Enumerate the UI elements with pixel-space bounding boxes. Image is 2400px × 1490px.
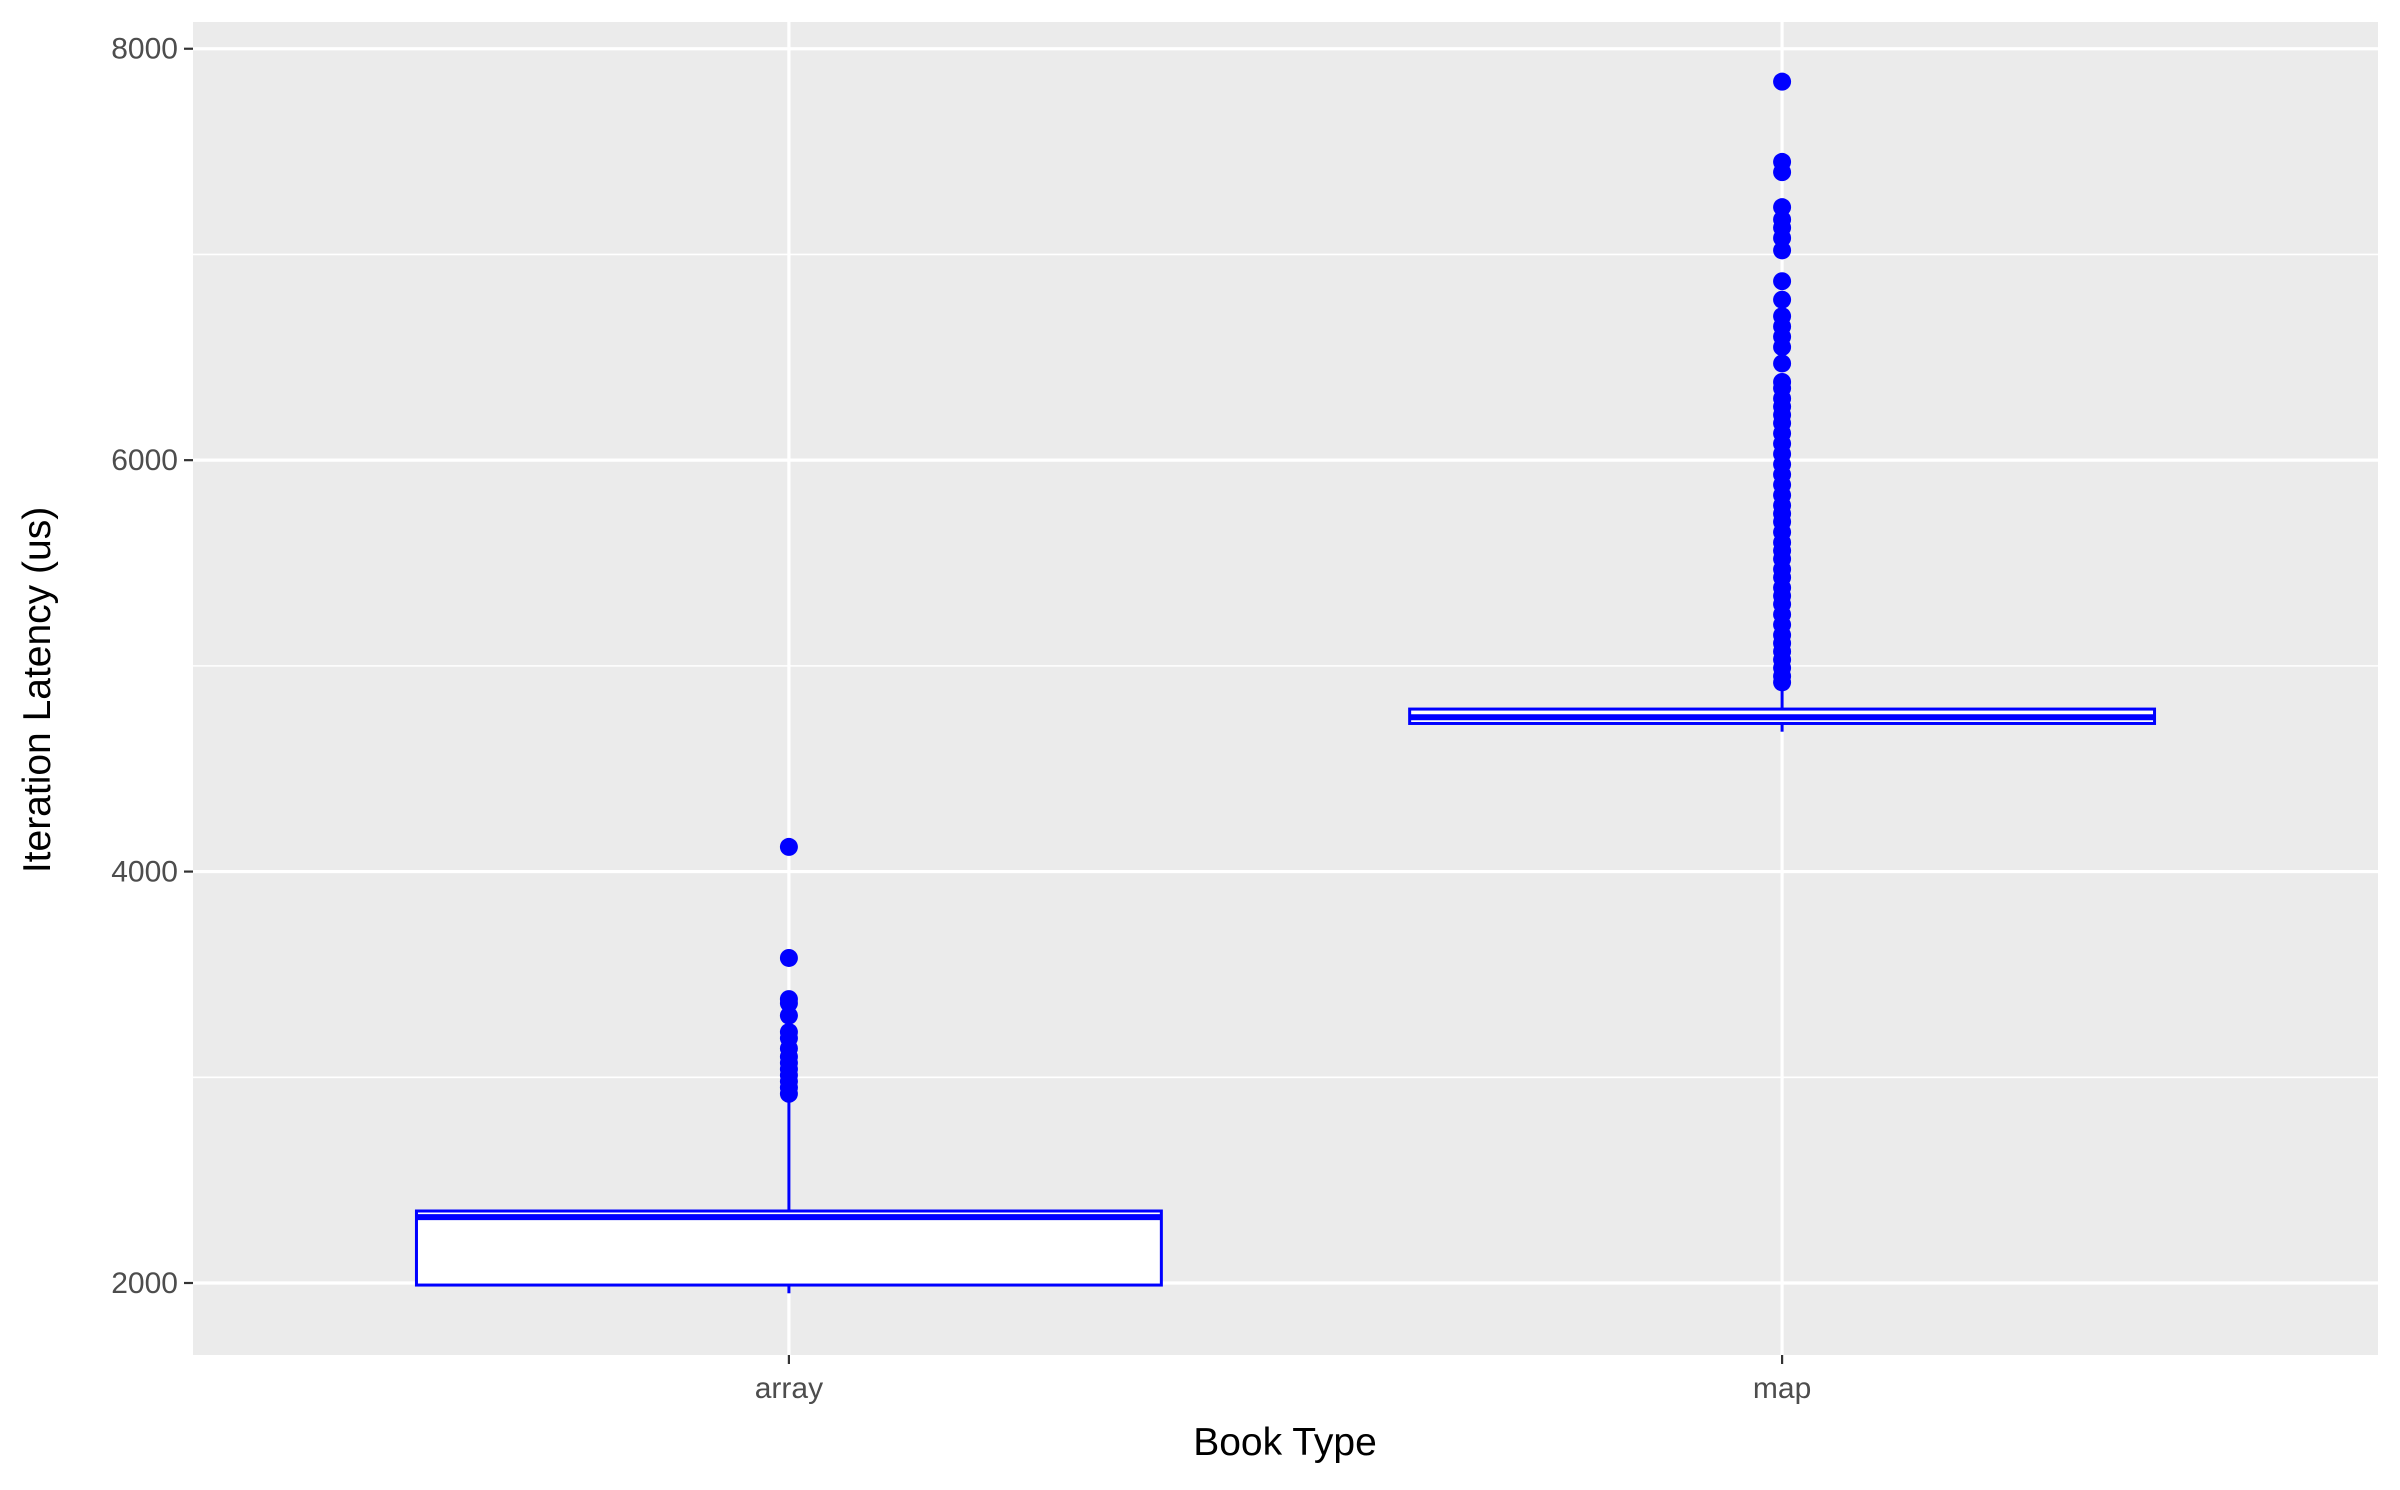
outlier-point bbox=[1773, 152, 1792, 171]
y-tick-label: 6000 bbox=[111, 444, 178, 477]
x-axis-title: Book Type bbox=[1193, 1421, 1377, 1464]
plot-panel bbox=[193, 22, 2378, 1355]
outlier-point bbox=[1773, 354, 1792, 373]
y-axis: 2000 4000 6000 8000 bbox=[111, 33, 193, 1300]
outlier-point bbox=[1773, 72, 1792, 91]
outlier-point bbox=[1773, 290, 1792, 309]
iqr-box bbox=[414, 1209, 1163, 1287]
y-tick-label: 4000 bbox=[111, 856, 178, 889]
y-axis-title: Iteration Latency (us) bbox=[16, 507, 59, 873]
outlier-point bbox=[779, 1006, 798, 1025]
outlier-point bbox=[779, 837, 798, 856]
outlier-point bbox=[779, 948, 798, 967]
outlier-point bbox=[1773, 198, 1792, 217]
outlier-point bbox=[1773, 372, 1792, 391]
box-layer bbox=[414, 72, 2157, 1294]
x-tick-label: map bbox=[1753, 1372, 1811, 1405]
x-tick-label: array bbox=[755, 1372, 823, 1405]
outlier-point bbox=[1773, 210, 1792, 229]
outlier-point bbox=[1773, 241, 1792, 260]
outlier-point bbox=[1773, 307, 1792, 326]
x-axis: array map bbox=[755, 1355, 1811, 1405]
y-tick-label: 8000 bbox=[111, 33, 178, 66]
outlier-point bbox=[779, 990, 798, 1009]
y-tick-label: 2000 bbox=[111, 1267, 178, 1300]
outlier-point bbox=[1773, 272, 1792, 291]
outlier-point bbox=[779, 1023, 798, 1042]
box-array bbox=[414, 837, 1163, 1294]
minor-gridlines bbox=[193, 253, 2378, 1079]
box-map bbox=[1408, 72, 2157, 732]
